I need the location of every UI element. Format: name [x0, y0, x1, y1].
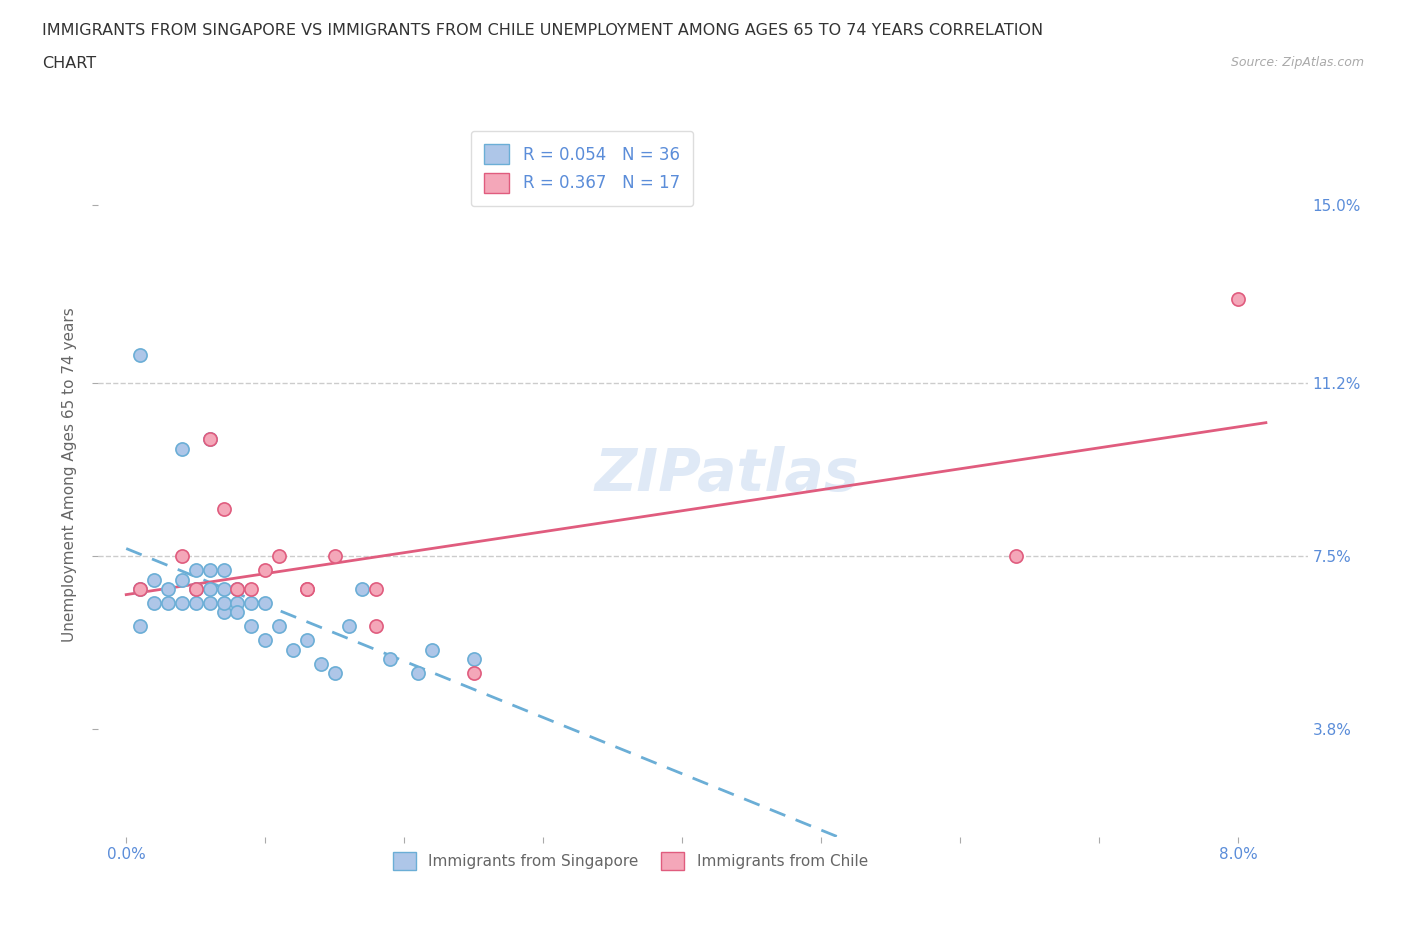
Point [198, 563, 221, 578]
Point [198, 595, 221, 610]
Point [226, 581, 249, 596]
Point [212, 595, 235, 610]
Point [129, 581, 152, 596]
Point [143, 595, 166, 610]
Point [212, 502, 235, 517]
Point [129, 619, 152, 634]
Point [240, 581, 263, 596]
Point [463, 652, 485, 667]
Point [295, 633, 318, 648]
Point [463, 666, 485, 681]
Point [170, 549, 193, 564]
Point [269, 549, 291, 564]
Point [198, 432, 221, 446]
Point [184, 581, 207, 596]
Point [295, 581, 318, 596]
Point [254, 563, 277, 578]
Point [254, 633, 277, 648]
Point [226, 604, 249, 619]
Point [156, 581, 179, 596]
Point [323, 666, 346, 681]
Point [366, 581, 388, 596]
Point [1227, 291, 1250, 306]
Point [281, 643, 304, 658]
Point [184, 563, 207, 578]
Point [254, 595, 277, 610]
Point [240, 619, 263, 634]
Point [212, 581, 235, 596]
Point [156, 595, 179, 610]
Point [129, 581, 152, 596]
Point [337, 619, 360, 634]
Point [170, 441, 193, 456]
Point [226, 595, 249, 610]
Point [184, 581, 207, 596]
Point [143, 572, 166, 587]
Point [226, 581, 249, 596]
Point [240, 595, 263, 610]
Point [170, 595, 193, 610]
Text: ZIPatlas: ZIPatlas [595, 445, 859, 503]
Point [406, 666, 429, 681]
Y-axis label: Unemployment Among Ages 65 to 74 years: Unemployment Among Ages 65 to 74 years [62, 307, 77, 642]
Point [129, 348, 152, 363]
Text: CHART: CHART [42, 56, 96, 71]
Point [170, 572, 193, 587]
Point [420, 643, 443, 658]
Point [212, 563, 235, 578]
Point [198, 581, 221, 596]
Point [380, 652, 402, 667]
Point [198, 432, 221, 446]
Point [323, 549, 346, 564]
Point [352, 581, 374, 596]
Point [309, 657, 332, 671]
Point [295, 581, 318, 596]
Point [212, 604, 235, 619]
Text: Source: ZipAtlas.com: Source: ZipAtlas.com [1230, 56, 1364, 69]
Point [1004, 549, 1026, 564]
Point [366, 619, 388, 634]
Point [269, 619, 291, 634]
Text: IMMIGRANTS FROM SINGAPORE VS IMMIGRANTS FROM CHILE UNEMPLOYMENT AMONG AGES 65 TO: IMMIGRANTS FROM SINGAPORE VS IMMIGRANTS … [42, 23, 1043, 38]
Point [184, 595, 207, 610]
Legend: Immigrants from Singapore, Immigrants from Chile: Immigrants from Singapore, Immigrants fr… [387, 845, 875, 876]
